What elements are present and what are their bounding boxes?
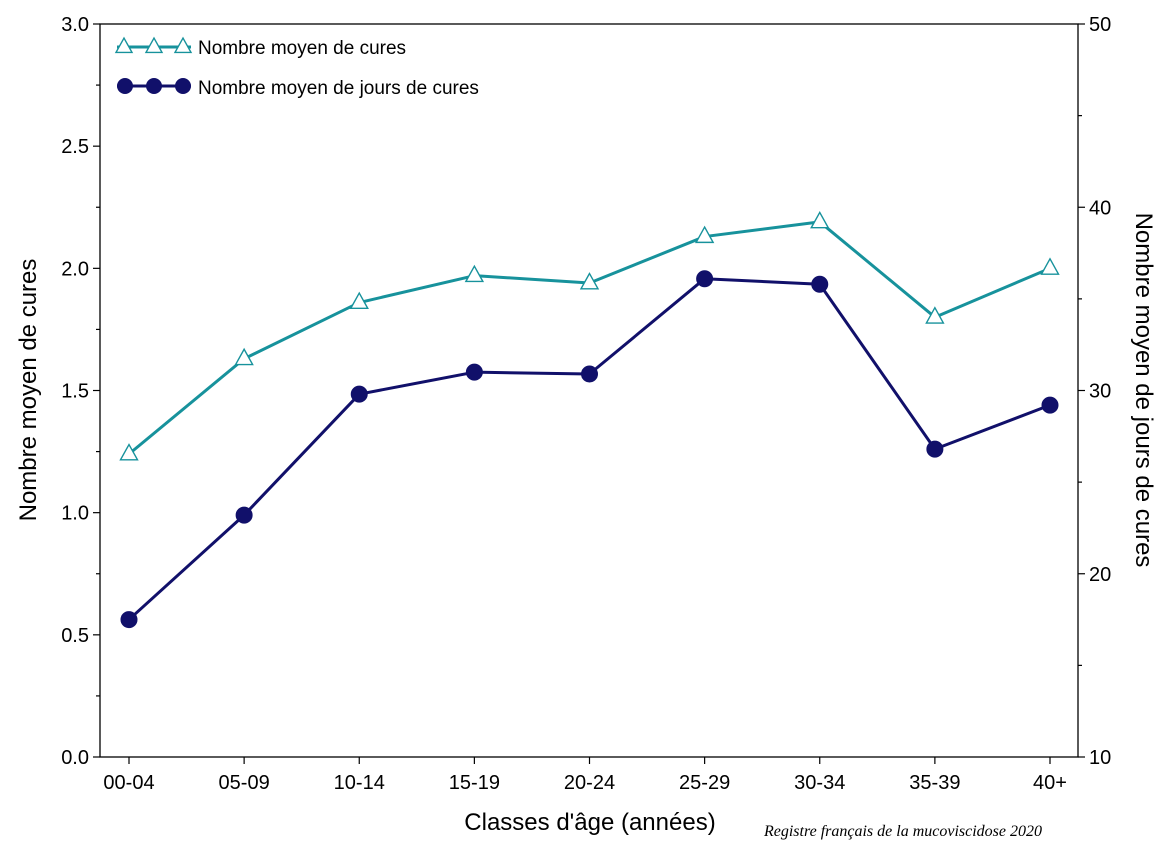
left-tick-label: 1.0 (61, 503, 89, 525)
data-point-jours (1041, 396, 1059, 414)
right-tick-label: 40 (1089, 197, 1111, 219)
left-tick-label: 2.5 (61, 136, 89, 158)
data-point-jours (235, 506, 253, 524)
x-tick-label: 25-29 (679, 772, 730, 794)
series-line-cures (128, 220, 1051, 456)
right-y-axis: 10 20 30 40 50 (1078, 14, 1111, 769)
x-tick-label: 00-04 (103, 772, 154, 794)
x-tick-label: 40+ (1033, 772, 1067, 794)
data-point-jours (120, 611, 138, 629)
right-tick-label: 10 (1089, 747, 1111, 769)
left-tick-label: 0.5 (61, 625, 89, 647)
data-point-jours (581, 365, 598, 383)
data-point-cures (464, 264, 485, 283)
left-y-axis: 0.0 0.5 1.0 1.5 2.0 2.5 3.0 (61, 14, 100, 769)
data-point-cures (694, 225, 715, 244)
left-tick-label: 1.5 (61, 381, 89, 403)
plot-frame (99, 23, 1079, 758)
x-tick-label: 15-19 (449, 772, 500, 794)
legend-item-jours (117, 78, 191, 94)
data-point-jours (811, 275, 829, 293)
data-point-cures (1040, 257, 1060, 275)
series-line-jours (127, 277, 1051, 621)
legend-marker-cures (144, 36, 164, 54)
x-axis: 00-04 05-09 10-14 15-19 20-24 25-29 30-34 35-39… (103, 757, 1067, 794)
legend: Nombre moyen de cures Nombre moyen de jo… (114, 36, 479, 99)
data-point-cures (579, 272, 600, 290)
right-tick-label: 20 (1089, 564, 1111, 586)
legend-marker-cures (114, 36, 134, 54)
legend-item-cures (114, 36, 193, 54)
data-point-jours (350, 385, 368, 403)
x-tick-label: 30-34 (794, 772, 845, 794)
right-tick-label: 30 (1089, 381, 1111, 403)
x-axis-title: Classes d'âge (années) (464, 809, 715, 836)
x-tick-label: 35-39 (909, 772, 960, 794)
data-point-cures (234, 347, 254, 366)
legend-marker-jours (117, 78, 133, 94)
left-y-axis-title: Nombre moyen de cures (15, 259, 42, 522)
data-point-jours (696, 270, 714, 288)
legend-marker-cures (173, 36, 193, 54)
source-caption: Registre français de la mucoviscidose 20… (763, 823, 1042, 840)
data-point-cures (119, 443, 139, 461)
data-point-jours (926, 440, 944, 458)
x-tick-label: 20-24 (564, 772, 615, 794)
legend-marker-jours (175, 78, 191, 94)
data-point-cures (810, 210, 830, 229)
legend-marker-jours (146, 78, 162, 94)
plot-border (99, 23, 1079, 758)
right-tick-label: 50 (1089, 14, 1111, 36)
data-point-jours (465, 363, 483, 381)
data-point-cures (349, 291, 369, 310)
x-tick-label: 05-09 (219, 772, 270, 794)
data-point-cures (925, 306, 945, 324)
legend-label-jours: Nombre moyen de jours de cures (198, 78, 479, 99)
left-tick-label: 0.0 (61, 747, 89, 769)
left-tick-label: 3.0 (61, 14, 89, 36)
right-y-axis-title: Nombre moyen de jours de cures (1130, 213, 1157, 568)
series-markers (119, 210, 1060, 629)
left-tick-label: 2.0 (61, 258, 89, 280)
x-tick-label: 10-14 (334, 772, 385, 794)
legend-label-cures: Nombre moyen de cures (198, 38, 406, 59)
